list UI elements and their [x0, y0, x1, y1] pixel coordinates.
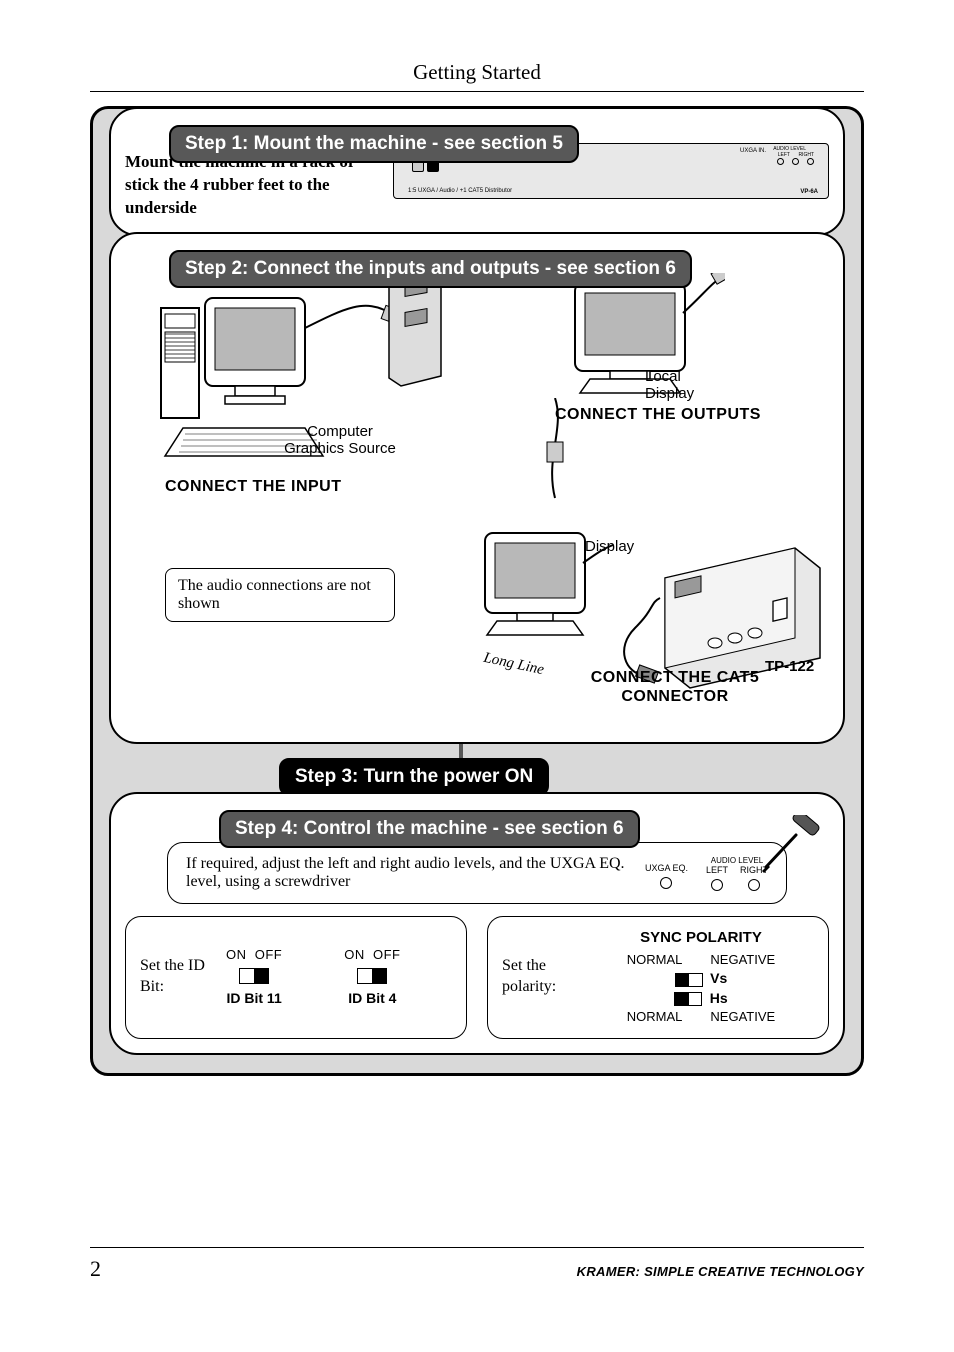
step1-title-bar: Step 1: Mount the machine - see section …	[169, 125, 579, 163]
screwdriver-icon	[752, 815, 822, 885]
idbit4-off: OFF	[373, 947, 401, 962]
vs-normal-label: NORMAL	[627, 952, 683, 967]
hs-normal-label: NORMAL	[627, 1009, 683, 1024]
page-header-title: Getting Started	[90, 60, 864, 85]
uxga-eq-trimmer	[660, 877, 672, 889]
sync-polarity-title: SYNC POLARITY	[588, 929, 814, 946]
polarity-lead: Set the polarity:	[502, 956, 572, 998]
hs-negative-label: NEGATIVE	[710, 1009, 775, 1024]
local-display-caption: Local Display	[645, 368, 715, 402]
trimmer-controls: UXGA EQ. AUDIO LEVEL LEFT RIGHT	[645, 856, 768, 889]
device-uxga-in-label: UXGA IN.	[740, 148, 766, 154]
uxga-eq-label: UXGA EQ.	[645, 863, 688, 873]
step3-title-bar: Step 3: Turn the power ON	[279, 758, 549, 796]
idbit11-off: OFF	[255, 947, 283, 962]
quickstart-panel: Step 1: Mount the machine - see section …	[90, 106, 864, 1076]
footer-rule	[90, 1247, 864, 1248]
connector-2-3	[459, 744, 463, 758]
tp122-caption: TP-122	[765, 658, 814, 675]
audio-left-label: LEFT	[706, 865, 728, 875]
idbit-box: Set the ID Bit: ON OFF ID Bit 11 ON OFF …	[125, 916, 467, 1040]
device-model-number: VP-6A	[800, 189, 818, 195]
idbit4-on: ON	[344, 947, 365, 962]
idbit4-switch	[357, 968, 387, 984]
idbit-lead: Set the ID Bit:	[140, 956, 210, 998]
output-cable	[525, 398, 585, 508]
computer-source-caption: Computer Graphics Source	[275, 423, 405, 457]
idbit11-switch	[239, 968, 269, 984]
idbit11-on: ON	[226, 947, 247, 962]
step2-title-bar: Step 2: Connect the inputs and outputs -…	[169, 250, 692, 288]
idbit11-label: ID Bit 11	[226, 990, 282, 1006]
page-number: 2	[90, 1256, 101, 1282]
footer-tagline: SIMPLE CREATIVE TECHNOLOGY	[644, 1264, 864, 1279]
audio-adjust-text: If required, adjust the left and right a…	[186, 855, 627, 891]
hs-label: Hs	[710, 990, 728, 1006]
polarity-box: Set the polarity: SYNC POLARITY NORMAL N…	[487, 916, 829, 1040]
idbit4-label: ID Bit 4	[344, 990, 400, 1006]
connect-cat5-caption: CONNECT THE CAT5 CONNECTOR	[585, 668, 765, 706]
hs-switch	[674, 992, 702, 1006]
step2-group: Computer Graphics Source CONNECT THE INP…	[109, 232, 845, 744]
connect-input-caption: CONNECT THE INPUT	[165, 478, 342, 496]
step4-title-bar: Step 4: Control the machine - see sectio…	[219, 810, 640, 848]
footer-brand-name: KRAMER:	[577, 1264, 640, 1279]
vs-switch	[675, 973, 703, 987]
audio-adjust-box: If required, adjust the left and right a…	[167, 842, 787, 904]
device-model-description: 1:5 UXGA / Audio / +1 CAT5 Distributor	[408, 188, 512, 194]
vs-label: Vs	[710, 970, 727, 986]
header-rule	[90, 91, 864, 92]
vs-negative-label: NEGATIVE	[710, 952, 775, 967]
audio-note-box: The audio connections are not shown	[165, 568, 395, 622]
page-footer: 2 KRAMER: SIMPLE CREATIVE TECHNOLOGY	[90, 1247, 864, 1282]
connect-outputs-caption: CONNECT THE OUTPUTS	[555, 406, 761, 424]
audio-left-trimmer	[711, 879, 723, 891]
